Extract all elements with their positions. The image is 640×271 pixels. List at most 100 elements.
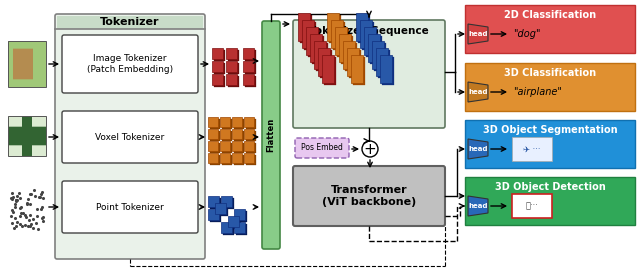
Point [25, 212, 35, 217]
Point [6, 208, 17, 212]
Bar [208, 141, 218, 151]
Text: 2D Classification: 2D Classification [504, 10, 596, 20]
Point [15, 196, 26, 200]
Text: head: head [468, 31, 488, 37]
Bar [216, 205, 227, 215]
Bar [223, 198, 234, 209]
Bar [300, 15, 312, 43]
Point [11, 198, 21, 203]
Bar [366, 29, 378, 57]
Bar [349, 50, 361, 78]
Bar [370, 36, 382, 64]
Bar [212, 48, 223, 59]
Point [6, 196, 16, 200]
Point [36, 192, 47, 196]
Bar [208, 209, 219, 220]
Bar [314, 41, 326, 69]
Point [38, 196, 48, 200]
Bar [228, 76, 239, 87]
Bar [222, 143, 232, 153]
Bar [208, 153, 218, 163]
Bar [232, 129, 242, 139]
Text: 3D Object Detection: 3D Object Detection [495, 182, 605, 192]
Point [13, 191, 24, 195]
Bar [378, 50, 390, 78]
Bar [512, 137, 552, 161]
Bar [318, 48, 330, 76]
Bar [244, 153, 254, 163]
Point [10, 216, 20, 220]
Bar [360, 20, 372, 48]
Text: head: head [468, 89, 488, 95]
Text: "dog": "dog" [513, 29, 541, 39]
Point [15, 206, 26, 210]
Bar [353, 57, 365, 85]
Bar [382, 57, 394, 85]
Point [10, 205, 20, 209]
Point [25, 202, 35, 206]
Point [37, 190, 47, 194]
Bar [232, 117, 242, 127]
Point [18, 211, 28, 216]
Bar [351, 55, 363, 83]
Bar [245, 50, 256, 61]
Bar [358, 15, 370, 43]
Point [15, 222, 25, 227]
Bar [232, 141, 242, 151]
Bar [244, 141, 254, 151]
Point [17, 224, 28, 229]
FancyBboxPatch shape [293, 20, 445, 128]
Bar [214, 202, 225, 214]
Point [11, 199, 21, 203]
Bar [222, 119, 232, 129]
Point [16, 205, 26, 209]
Point [31, 220, 42, 225]
Point [23, 224, 33, 228]
Point [37, 204, 47, 209]
FancyBboxPatch shape [262, 21, 280, 249]
Bar [322, 55, 334, 83]
Text: +: + [364, 141, 376, 156]
Point [11, 224, 21, 228]
Bar [210, 131, 220, 141]
Bar [8, 41, 46, 87]
Bar [362, 22, 374, 50]
Bar [8, 116, 46, 156]
Bar [234, 222, 245, 233]
Bar [208, 117, 218, 127]
FancyBboxPatch shape [62, 35, 198, 93]
Bar [221, 222, 232, 233]
Bar [376, 48, 388, 76]
Polygon shape [468, 24, 488, 44]
Bar [246, 119, 256, 129]
Bar [331, 20, 343, 48]
Polygon shape [468, 139, 488, 159]
Bar [246, 155, 256, 165]
Text: 3D Object Segmentation: 3D Object Segmentation [483, 125, 618, 135]
Text: Flatten: Flatten [266, 118, 275, 152]
Bar [221, 196, 232, 207]
Bar [329, 15, 341, 43]
Point [11, 198, 21, 202]
Point [35, 195, 45, 199]
Point [6, 191, 17, 195]
Bar [372, 41, 384, 69]
Point [7, 221, 17, 225]
Bar [337, 29, 349, 57]
Point [35, 195, 45, 199]
Point [20, 214, 31, 219]
Bar [236, 224, 247, 235]
Bar [228, 63, 239, 74]
Bar [208, 196, 219, 207]
Circle shape [362, 141, 378, 157]
Bar [234, 209, 245, 220]
Point [12, 194, 22, 199]
Bar [227, 215, 239, 227]
Point [26, 192, 36, 197]
Point [7, 196, 17, 201]
Bar [212, 61, 223, 72]
Point [25, 191, 35, 196]
Bar [236, 211, 247, 222]
Point [28, 226, 38, 230]
Bar [223, 224, 234, 235]
